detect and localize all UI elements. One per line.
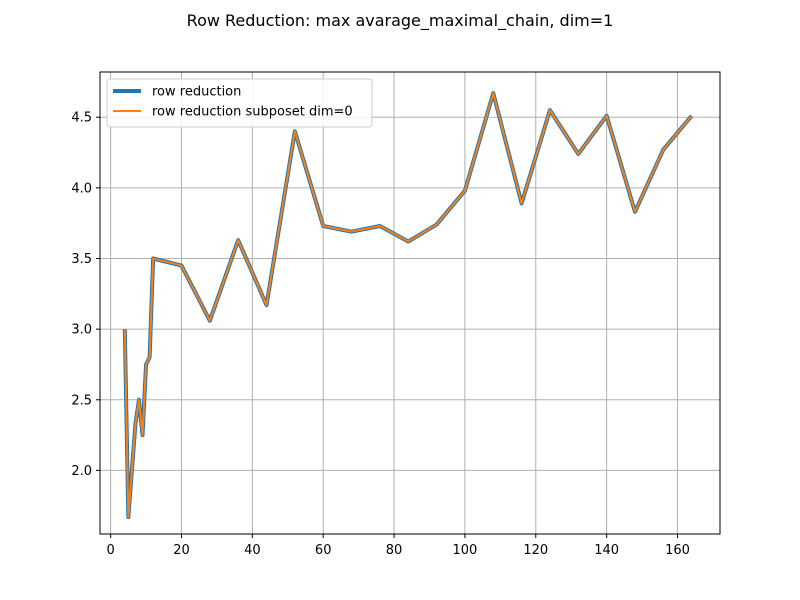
y-tick-label: 2.5 [71,393,92,408]
chart-title: Row Reduction: max avarage_maximal_chain… [187,11,614,31]
x-tick-label: 100 [453,543,478,558]
tick-layer: 0 20 40 60 80 100 120 140 160 2.0 2.5 3.0 3.5 4.0 4.5 [71,111,690,558]
y-tick-label: 4.0 [71,181,92,196]
y-tick-label: 4.5 [71,111,92,126]
x-tick-label: 80 [386,543,403,558]
y-tick-label: 3.0 [71,323,92,338]
x-tick-label: 120 [523,543,548,558]
legend-box [106,78,373,128]
x-tick-label: 60 [315,543,332,558]
legend-label-2: row reduction subposet dim=0 [152,105,353,120]
x-tick-label: 0 [106,543,114,558]
series-line-2 [123,92,693,519]
legend: row reduction row reduction subposet dim=… [106,78,373,128]
plot-area-frame [99,71,721,535]
grid-layer [100,72,720,534]
y-tick-label: 3.5 [71,252,92,267]
x-tick-label: 160 [665,543,690,558]
series-layer [122,91,694,520]
x-tick-label: 20 [173,543,190,558]
x-tick-label: 40 [244,543,261,558]
x-tick-label: 140 [594,543,619,558]
y-tick-label: 2.0 [71,464,92,479]
legend-label-1: row reduction [152,85,241,100]
